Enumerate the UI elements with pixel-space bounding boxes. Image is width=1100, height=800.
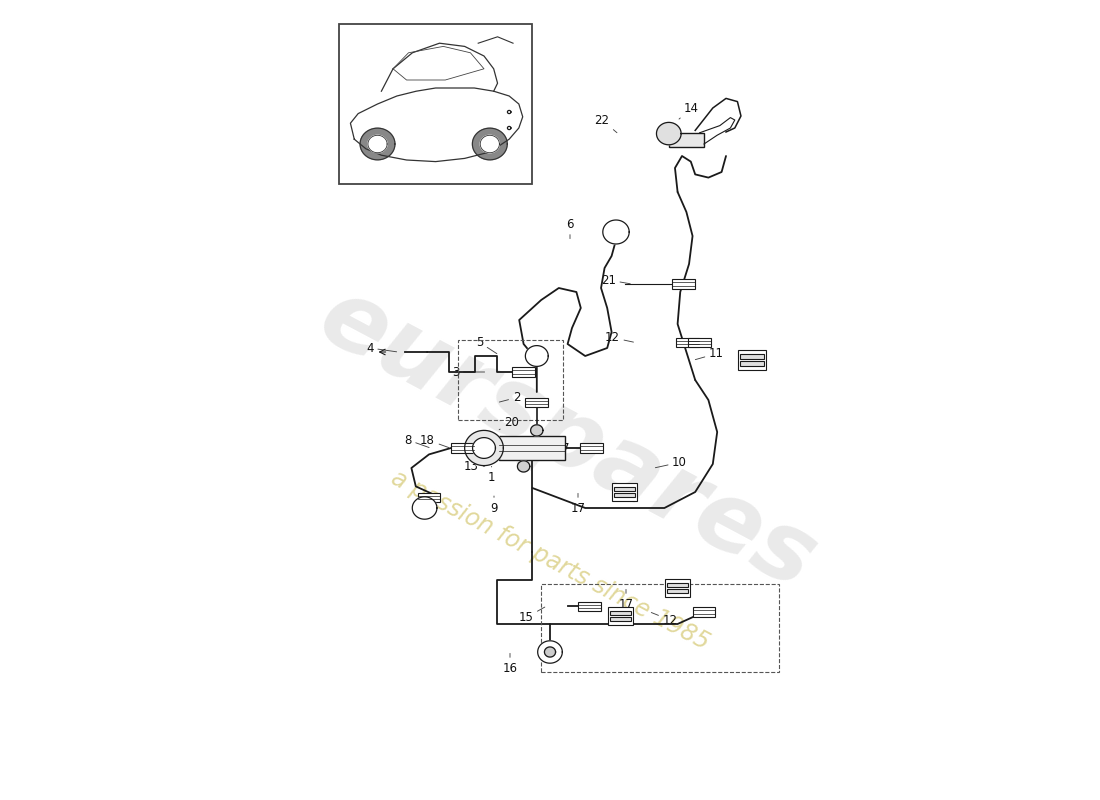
Polygon shape <box>544 647 556 657</box>
Bar <box>581 443 603 453</box>
Text: 1: 1 <box>487 466 495 484</box>
Text: 11: 11 <box>695 347 724 360</box>
Text: 8: 8 <box>405 434 429 447</box>
Bar <box>418 493 440 502</box>
Text: 20: 20 <box>499 416 519 430</box>
Polygon shape <box>472 128 507 160</box>
Text: 13: 13 <box>464 460 485 473</box>
Polygon shape <box>473 438 495 458</box>
Polygon shape <box>603 220 629 244</box>
Text: 17: 17 <box>618 590 634 610</box>
Polygon shape <box>412 497 437 519</box>
Polygon shape <box>526 346 548 366</box>
Polygon shape <box>360 128 395 160</box>
Bar <box>513 367 535 377</box>
Bar <box>693 607 715 617</box>
Polygon shape <box>538 641 562 663</box>
Text: 4: 4 <box>366 342 397 354</box>
Text: 17: 17 <box>571 494 585 514</box>
Text: 18: 18 <box>420 434 449 447</box>
Polygon shape <box>517 461 530 472</box>
Text: 12: 12 <box>605 331 634 344</box>
Polygon shape <box>507 110 510 114</box>
Polygon shape <box>657 122 681 145</box>
Bar <box>675 338 698 347</box>
Text: 10: 10 <box>656 456 688 469</box>
Text: a passion for parts since 1985: a passion for parts since 1985 <box>387 466 713 654</box>
Text: 5: 5 <box>476 336 497 354</box>
Bar <box>738 350 767 370</box>
Polygon shape <box>507 126 510 130</box>
Bar <box>689 338 711 347</box>
Bar <box>740 354 764 359</box>
Bar <box>666 579 690 597</box>
Text: eurspares: eurspares <box>304 270 832 610</box>
Bar <box>579 602 601 611</box>
Bar <box>499 436 565 460</box>
Bar <box>608 607 632 625</box>
Text: 12: 12 <box>651 613 678 626</box>
Text: 9: 9 <box>491 496 497 514</box>
Polygon shape <box>530 425 543 436</box>
Text: 6: 6 <box>566 218 574 238</box>
Bar <box>451 443 474 453</box>
Text: 3: 3 <box>452 366 485 378</box>
Text: 14: 14 <box>679 102 700 119</box>
Polygon shape <box>481 135 499 153</box>
Text: 7: 7 <box>549 442 570 454</box>
Bar <box>667 582 689 587</box>
Bar <box>541 584 779 672</box>
Polygon shape <box>464 430 504 466</box>
Bar <box>672 279 695 289</box>
Bar <box>609 617 631 622</box>
Text: 2: 2 <box>499 391 520 404</box>
Bar <box>458 340 563 420</box>
Bar <box>609 610 631 615</box>
Text: 16: 16 <box>503 654 517 674</box>
Bar <box>526 398 548 407</box>
Text: 15: 15 <box>518 607 544 624</box>
Polygon shape <box>351 88 522 162</box>
Text: 22: 22 <box>594 114 617 133</box>
Polygon shape <box>368 135 387 153</box>
Bar <box>740 361 764 366</box>
Text: 21: 21 <box>601 274 630 286</box>
Bar <box>614 486 636 491</box>
Bar <box>667 589 689 594</box>
Bar <box>669 133 704 147</box>
Bar <box>613 483 637 501</box>
Bar <box>614 493 636 498</box>
Bar <box>339 24 532 184</box>
